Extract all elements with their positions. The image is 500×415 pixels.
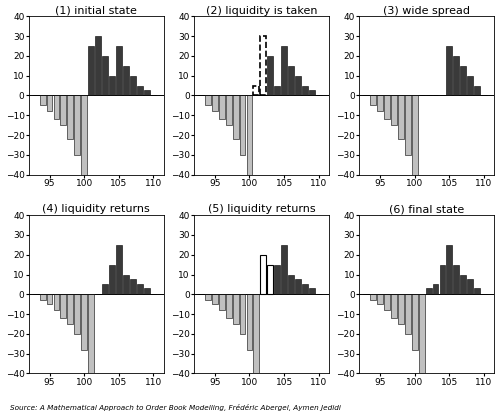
Bar	[254, 85, 260, 95]
Bar	[109, 76, 115, 95]
Bar	[370, 95, 376, 105]
Bar	[412, 294, 418, 350]
Bar	[144, 288, 150, 294]
Bar	[219, 294, 224, 310]
Bar	[309, 90, 315, 95]
Bar	[136, 85, 142, 95]
Bar	[295, 278, 301, 294]
Bar	[46, 95, 52, 111]
Bar	[240, 95, 246, 155]
Bar	[281, 245, 287, 294]
Bar	[232, 294, 238, 324]
Bar	[226, 294, 232, 318]
Bar	[426, 288, 432, 294]
Bar	[391, 294, 397, 318]
Text: Source: A Mathematical Approach to Order Book Modelling, Frédéric Abergel, Aymen: Source: A Mathematical Approach to Order…	[10, 404, 341, 411]
Bar	[219, 95, 224, 119]
Bar	[309, 288, 315, 294]
Bar	[281, 46, 287, 95]
Bar	[212, 294, 218, 304]
Bar	[130, 76, 136, 95]
Bar	[226, 95, 232, 125]
Bar	[95, 36, 101, 95]
Title: (1) initial state: (1) initial state	[56, 5, 137, 15]
Bar	[46, 294, 52, 304]
Bar	[54, 294, 60, 310]
Bar	[81, 95, 87, 175]
Bar	[474, 85, 480, 95]
Bar	[398, 95, 404, 139]
Bar	[68, 294, 73, 324]
Title: (3) wide spread: (3) wide spread	[384, 5, 470, 15]
Bar	[268, 265, 273, 294]
Bar	[240, 294, 246, 334]
Bar	[467, 76, 473, 95]
Bar	[116, 245, 122, 294]
Bar	[454, 56, 460, 95]
Bar	[260, 36, 266, 95]
Bar	[136, 284, 142, 294]
Bar	[268, 284, 273, 294]
Bar	[60, 294, 66, 318]
Bar	[268, 56, 273, 95]
Bar	[246, 95, 252, 175]
Bar	[205, 294, 211, 300]
Bar	[123, 275, 128, 294]
Bar	[377, 95, 383, 111]
Bar	[130, 278, 136, 294]
Bar	[260, 255, 266, 294]
Bar	[102, 284, 108, 294]
Bar	[370, 294, 376, 300]
Bar	[205, 95, 211, 105]
Bar	[40, 95, 46, 105]
Bar	[246, 294, 252, 350]
Bar	[384, 294, 390, 310]
Bar	[384, 95, 390, 119]
Bar	[418, 294, 424, 374]
Bar	[391, 95, 397, 125]
Bar	[460, 66, 466, 95]
Bar	[405, 294, 410, 334]
Bar	[74, 95, 80, 155]
Bar	[232, 95, 238, 139]
Bar	[102, 56, 108, 95]
Bar	[302, 284, 308, 294]
Bar	[68, 95, 73, 139]
Title: (5) liquidity returns: (5) liquidity returns	[208, 205, 316, 215]
Title: (2) liquidity is taken: (2) liquidity is taken	[206, 5, 318, 15]
Bar	[288, 66, 294, 95]
Bar	[446, 245, 452, 294]
Bar	[88, 46, 94, 95]
Bar	[116, 46, 122, 95]
Bar	[274, 265, 280, 294]
Bar	[88, 294, 94, 374]
Bar	[288, 275, 294, 294]
Bar	[432, 284, 438, 294]
Bar	[40, 294, 46, 300]
Bar	[460, 275, 466, 294]
Bar	[74, 294, 80, 334]
Bar	[60, 95, 66, 125]
Bar	[212, 95, 218, 111]
Bar	[302, 85, 308, 95]
Bar	[440, 265, 446, 294]
Bar	[123, 66, 128, 95]
Bar	[274, 85, 280, 95]
Bar	[474, 288, 480, 294]
Title: (6) final state: (6) final state	[389, 205, 464, 215]
Bar	[412, 95, 418, 175]
Bar	[398, 294, 404, 324]
Bar	[254, 294, 260, 374]
Bar	[109, 265, 115, 294]
Title: (4) liquidity returns: (4) liquidity returns	[42, 205, 150, 215]
Bar	[81, 294, 87, 350]
Bar	[405, 95, 410, 155]
Bar	[144, 90, 150, 95]
Bar	[295, 76, 301, 95]
Bar	[454, 265, 460, 294]
Bar	[377, 294, 383, 304]
Bar	[467, 278, 473, 294]
Bar	[446, 46, 452, 95]
Bar	[54, 95, 60, 119]
